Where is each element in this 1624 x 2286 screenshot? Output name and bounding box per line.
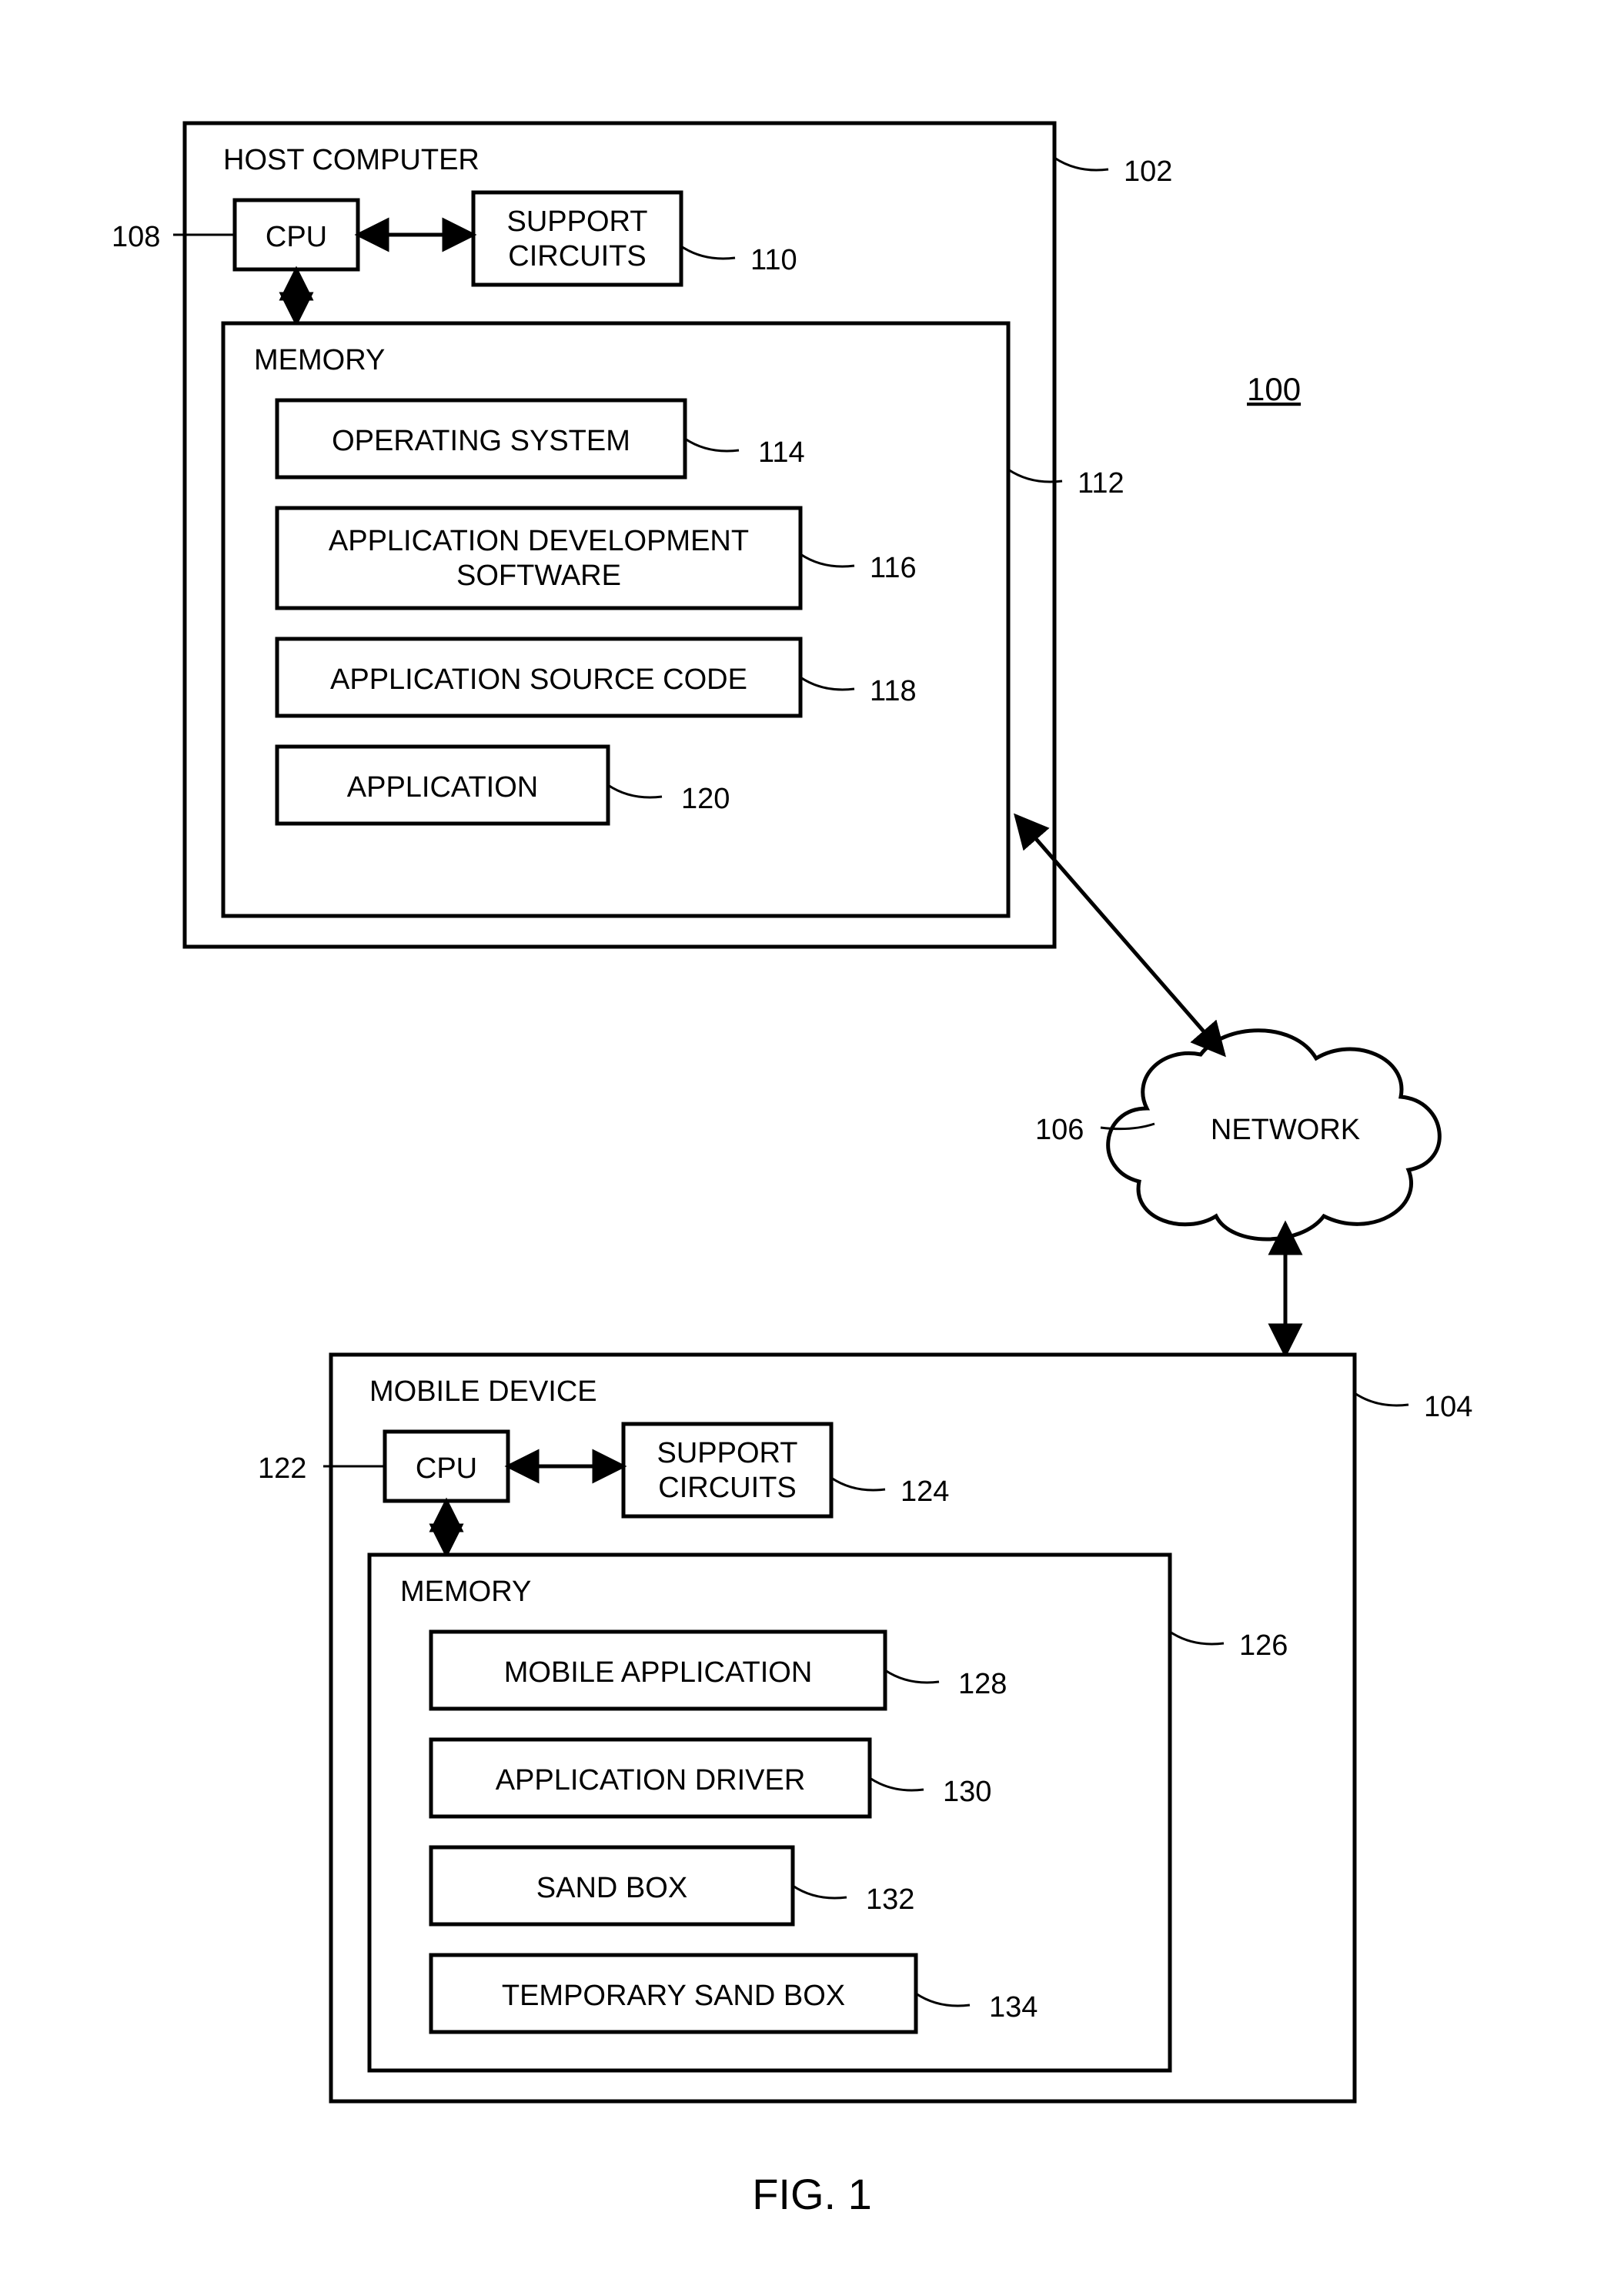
host-cpu-label: CPU	[266, 221, 327, 253]
figure-caption: FIG. 1	[752, 2170, 872, 2218]
host-mem-app: APPLICATION	[347, 771, 538, 804]
network-cloud: NETWORK 106	[1035, 1031, 1439, 1239]
ref-130: 130	[943, 1776, 991, 1808]
mobile-mem-driver: APPLICATION DRIVER	[496, 1764, 806, 1796]
ref-114: 114	[758, 436, 805, 469]
ref-104: 104	[1424, 1391, 1472, 1423]
mobile-cpu-label: CPU	[416, 1452, 477, 1485]
mobile-device-block: MOBILE DEVICE 104 CPU 122 SUPPORT CIRCUI…	[258, 1355, 1472, 2101]
ref-102: 102	[1124, 155, 1172, 188]
ref-122: 122	[258, 1452, 306, 1485]
network-label: NETWORK	[1211, 1114, 1360, 1146]
host-memory-title: MEMORY	[254, 344, 385, 376]
ref-112: 112	[1078, 467, 1124, 500]
mobile-title: MOBILE DEVICE	[369, 1375, 597, 1408]
ref-108: 108	[112, 221, 160, 253]
ref-132: 132	[866, 1883, 914, 1916]
ref-120: 120	[681, 783, 730, 815]
host-support-2: CIRCUITS	[508, 240, 646, 272]
ref-126: 126	[1239, 1629, 1288, 1662]
system-ref-100: 100	[1247, 371, 1301, 407]
figure-canvas: HOST COMPUTER 102 CPU 108 SUPPORT CIRCUI…	[0, 0, 1624, 2286]
ref-118: 118	[870, 675, 917, 707]
mobile-mem-tmpsandbox: TEMPORARY SAND BOX	[502, 1980, 845, 2012]
ref-128: 128	[958, 1668, 1007, 1700]
host-mem-os: OPERATING SYSTEM	[332, 425, 630, 457]
host-mem-ads-2: SOFTWARE	[456, 560, 621, 592]
ref-116: 116	[870, 552, 917, 584]
mobile-support-2: CIRCUITS	[658, 1472, 796, 1504]
ref-134: 134	[989, 1991, 1038, 2024]
mobile-mem-app: MOBILE APPLICATION	[504, 1656, 813, 1689]
ref-106: 106	[1035, 1114, 1084, 1146]
host-mem-src: APPLICATION SOURCE CODE	[330, 663, 747, 696]
host-computer-block: HOST COMPUTER 102 CPU 108 SUPPORT CIRCUI…	[112, 123, 1172, 947]
host-mem-ads-1: APPLICATION DEVELOPMENT	[329, 525, 749, 557]
host-support-1: SUPPORT	[506, 206, 647, 238]
ref-110: 110	[750, 244, 797, 276]
ref-124: 124	[901, 1476, 949, 1508]
host-title: HOST COMPUTER	[223, 144, 480, 176]
mobile-mem-sandbox: SAND BOX	[536, 1872, 687, 1904]
mobile-memory-title: MEMORY	[400, 1576, 531, 1608]
mobile-support-1: SUPPORT	[657, 1437, 797, 1469]
